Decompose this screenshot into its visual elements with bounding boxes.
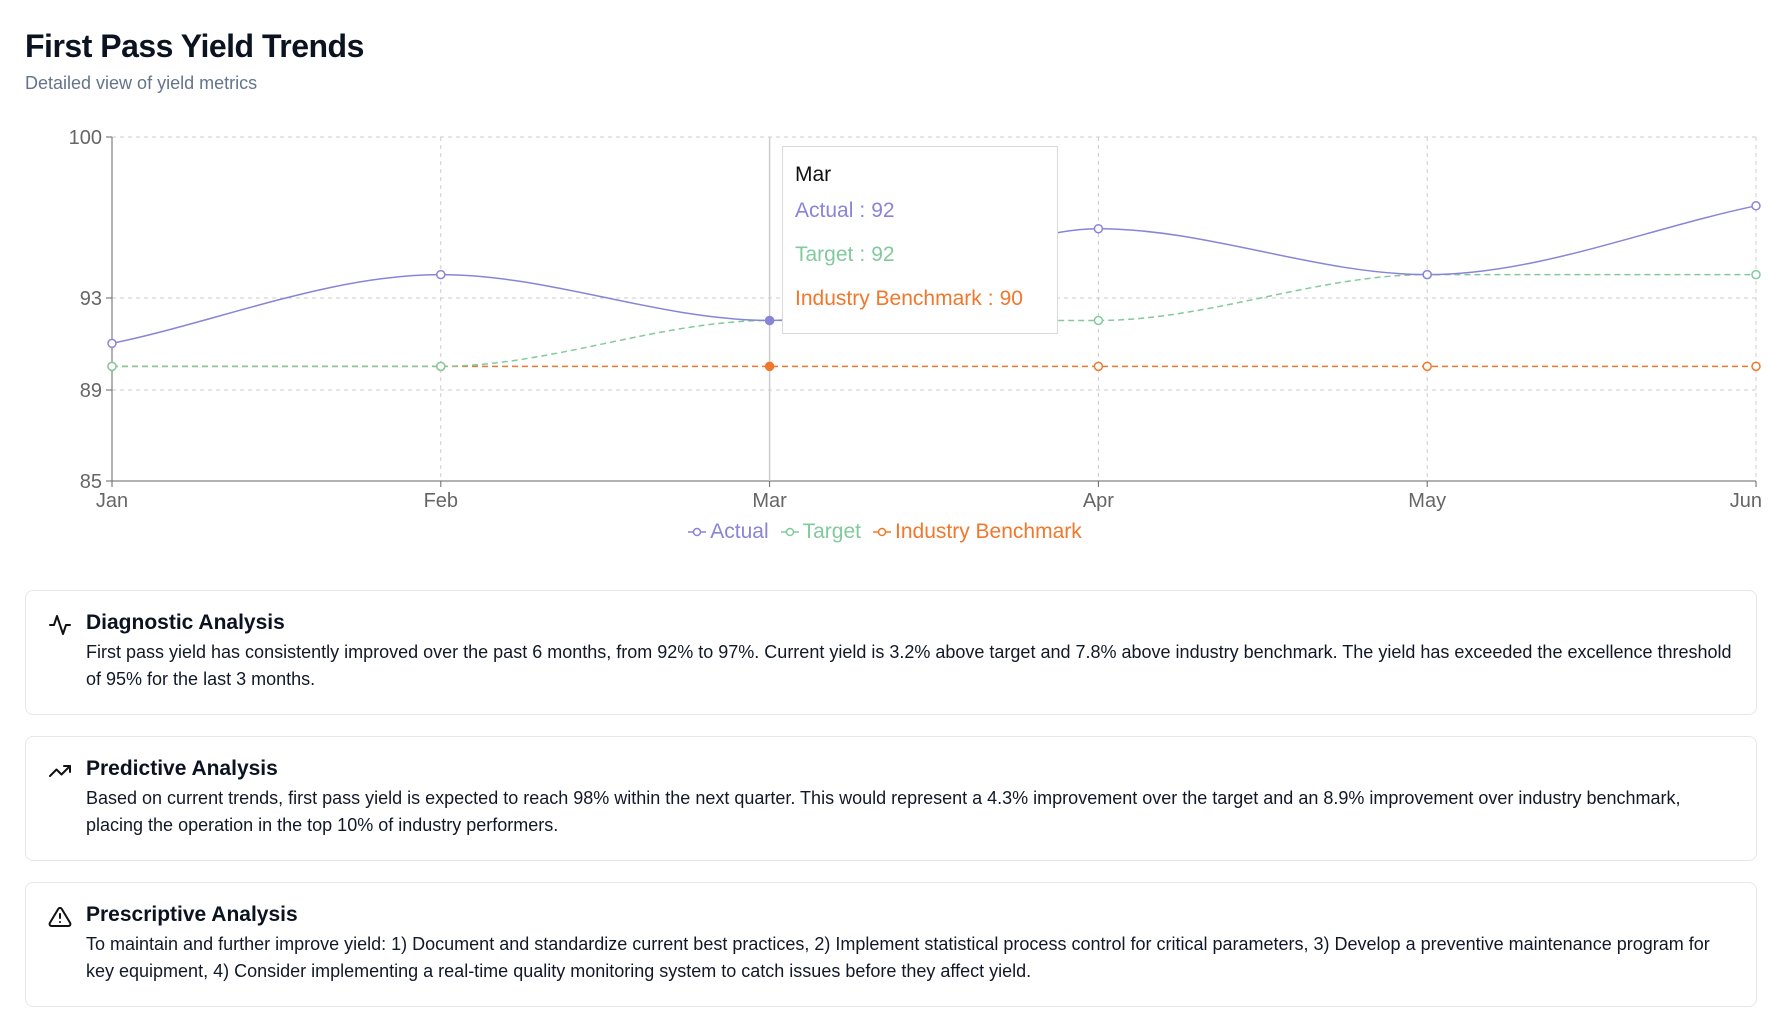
tooltip-series-name: Industry Benchmark — [795, 287, 982, 310]
data-point-target[interactable] — [107, 361, 117, 372]
data-point-actual[interactable] — [436, 269, 446, 280]
legend-item-industry-benchmark[interactable]: Industry Benchmark — [873, 520, 1082, 544]
x-tick-label: Feb — [424, 490, 458, 512]
tooltip-series-value: 90 — [999, 287, 1023, 310]
x-tick-label: May — [1408, 490, 1446, 512]
chart-legend: Actual Target Industry Benchmark — [0, 520, 1774, 544]
data-point-industry-benchmark[interactable] — [1751, 361, 1761, 372]
data-point-actual[interactable] — [1422, 269, 1432, 280]
tooltip-series-value: 92 — [871, 199, 895, 222]
tooltip-row: Target:92 — [795, 243, 895, 266]
prescriptive-title: Prescriptive Analysis — [86, 903, 298, 926]
page-subtitle: Detailed view of yield metrics — [25, 73, 258, 93]
legend-item-actual[interactable]: Actual — [688, 520, 769, 544]
y-tick-label: 93 — [80, 288, 102, 310]
diagnostic-body: First pass yield has consistently improv… — [86, 642, 1732, 689]
data-point-actual[interactable] — [107, 338, 117, 349]
activity-icon — [49, 615, 71, 635]
prescriptive-analysis-card: Prescriptive Analysis To maintain and fu… — [25, 882, 1757, 1007]
legend-label: Actual — [710, 520, 769, 543]
legend-label: Target — [802, 520, 861, 543]
data-point-industry-benchmark[interactable] — [764, 361, 775, 372]
legend-item-target[interactable]: Target — [780, 520, 861, 544]
y-tick-label: 100 — [69, 127, 102, 149]
tooltip-row: Actual:92 — [795, 199, 895, 222]
data-point-target[interactable] — [1751, 269, 1761, 280]
legend-label: Industry Benchmark — [895, 520, 1082, 543]
data-point-actual[interactable] — [764, 315, 775, 326]
diagnostic-analysis-card: Diagnostic Analysis First pass yield has… — [25, 590, 1757, 715]
data-point-actual[interactable] — [1093, 223, 1104, 234]
legend-line-marker-icon — [780, 527, 799, 537]
tooltip-series-name: Actual — [795, 199, 854, 222]
data-point-industry-benchmark[interactable] — [1422, 361, 1432, 372]
predictive-body: Based on current trends, first pass yiel… — [86, 788, 1681, 835]
x-tick-label: Mar — [752, 490, 787, 512]
predictive-analysis-card: Predictive Analysis Based on current tre… — [25, 736, 1757, 861]
data-point-target[interactable] — [1093, 315, 1104, 326]
tooltip-series-name: Target — [795, 243, 854, 266]
data-point-target[interactable] — [436, 361, 446, 372]
alert-triangle-icon — [48, 906, 72, 927]
tooltip-label: Mar — [795, 163, 832, 186]
x-tick-label: Jan — [96, 490, 128, 512]
data-point-actual[interactable] — [1751, 201, 1761, 211]
diagnostic-title: Diagnostic Analysis — [86, 611, 285, 634]
tooltip-row: Industry Benchmark:90 — [795, 287, 1023, 310]
page-title: First Pass Yield Trends — [25, 28, 364, 64]
y-tick-label: 89 — [80, 380, 102, 402]
tooltip-series-value: 92 — [871, 243, 895, 266]
prescriptive-body: To maintain and further improve yield: 1… — [86, 934, 1710, 981]
x-tick-label: Jun — [1730, 490, 1762, 512]
predictive-title: Predictive Analysis — [86, 757, 278, 780]
legend-line-marker-icon — [688, 527, 707, 537]
data-point-industry-benchmark[interactable] — [1093, 361, 1104, 372]
y-tick-label: 85 — [80, 471, 102, 493]
trending-up-icon — [49, 765, 71, 777]
chart-tooltip: Mar Actual:92 Target:92 Industry Benchmark… — [782, 146, 1058, 334]
legend-line-marker-icon — [873, 527, 891, 537]
x-tick-label: Apr — [1083, 490, 1114, 512]
